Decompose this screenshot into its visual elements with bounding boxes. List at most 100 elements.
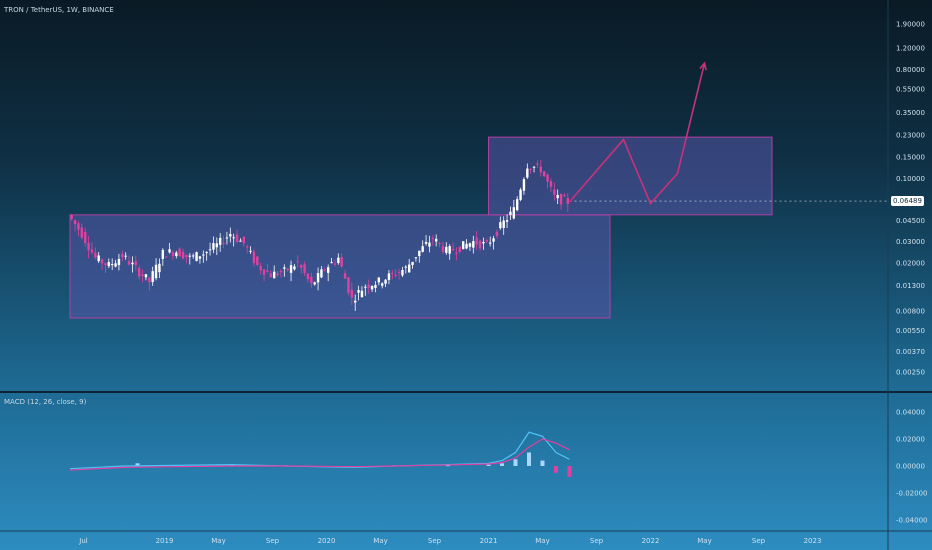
candle-body <box>235 234 239 242</box>
candle-body <box>374 284 377 288</box>
candle-body <box>465 243 468 249</box>
price-tick-label: 0.10000 <box>896 175 925 183</box>
candle-body <box>252 251 256 264</box>
candle-body <box>458 246 462 253</box>
candle-body <box>114 263 117 267</box>
candle-body <box>110 264 114 266</box>
candle-body <box>380 283 384 286</box>
candle-body <box>80 227 84 238</box>
candle-body <box>171 252 175 257</box>
candle-body <box>499 222 502 229</box>
macd-histogram-bar <box>513 459 518 466</box>
candle-body <box>539 166 543 173</box>
candle-body <box>434 238 438 242</box>
candle-body <box>495 231 499 237</box>
candle-body <box>330 262 333 264</box>
projection-arrowhead[interactable] <box>699 61 707 71</box>
candle-body <box>198 256 202 259</box>
macd-histogram-bar <box>486 464 491 466</box>
candle-body <box>178 248 181 257</box>
candle-body <box>310 276 313 284</box>
candle-body <box>87 242 90 251</box>
candle-body <box>401 270 404 276</box>
candle-body <box>357 290 360 293</box>
candle-body <box>269 273 273 278</box>
candle-body <box>438 242 441 244</box>
candle-body <box>445 246 448 253</box>
macd-tick-label: -0.02000 <box>896 490 927 498</box>
time-tick-label: 2021 <box>480 537 498 545</box>
macd-histogram-bar <box>540 460 545 466</box>
candle-body <box>424 241 428 244</box>
macd-histogram-bar <box>567 466 572 477</box>
candle-body <box>320 269 323 278</box>
candle-body <box>212 243 215 250</box>
price-tick-label: 1.90000 <box>896 21 925 29</box>
price-tick-label: 1.20000 <box>896 45 925 53</box>
range-boxes[interactable] <box>69 136 773 319</box>
candle-body <box>340 257 343 267</box>
candle-body <box>121 253 124 258</box>
price-tick-label: 0.03000 <box>896 238 925 246</box>
price-tick-label: 0.55000 <box>896 86 925 94</box>
candle-body <box>397 271 401 273</box>
candle-body <box>323 269 327 271</box>
candle-body <box>347 277 350 293</box>
macd-axis[interactable]: 0.04000 0.02000 0.00000 -0.02000 -0.04000 <box>896 409 927 525</box>
time-tick-label: 2019 <box>156 537 174 545</box>
projection-arrow[interactable] <box>568 61 707 206</box>
candle-body <box>441 245 445 252</box>
candle-body <box>131 262 134 265</box>
macd-tick-label: 0.00000 <box>896 463 925 471</box>
candle-body <box>104 263 107 266</box>
candle-body <box>272 271 276 279</box>
candle-body <box>202 254 205 256</box>
chart-title: TRON / TetherUS, 1W, BINANCE <box>4 6 114 14</box>
price-axis[interactable]: 1.90000 1.20000 0.80000 0.55000 0.35000 0.230… <box>896 21 925 377</box>
candle-body <box>478 240 482 249</box>
candle-body <box>472 241 475 248</box>
candle-body <box>144 274 148 278</box>
candle-body <box>262 269 266 275</box>
candle-body <box>515 199 519 211</box>
candle-body <box>502 220 505 229</box>
candle-body <box>566 198 570 205</box>
candle-body <box>512 207 516 219</box>
candle-body <box>148 277 151 283</box>
candle-body <box>154 264 158 279</box>
price-tick-label: 0.80000 <box>896 66 925 74</box>
candle-body <box>293 266 296 270</box>
candle-body <box>168 249 171 253</box>
upper-box[interactable] <box>488 136 773 216</box>
candle-body <box>536 163 539 165</box>
candle-body <box>394 274 397 276</box>
candle-body <box>215 243 219 248</box>
candle-body <box>461 241 465 250</box>
candle-body <box>239 240 242 242</box>
macd-tick-label: 0.04000 <box>896 409 925 417</box>
accumulation-box[interactable] <box>69 214 611 319</box>
candle-body <box>97 255 100 262</box>
candle-body <box>559 194 563 205</box>
projection-path[interactable] <box>568 63 706 206</box>
candle-body <box>195 252 198 261</box>
candle-body <box>542 171 546 177</box>
candle-body <box>360 290 364 298</box>
macd-histogram-bar <box>446 465 450 467</box>
current-price-tag: 0.06489 <box>891 196 924 206</box>
candle-body <box>414 257 418 259</box>
time-tick-label: May <box>697 537 711 545</box>
candle-body <box>384 279 387 284</box>
candle-body <box>509 211 512 216</box>
candle-body <box>242 236 246 244</box>
candle-body <box>83 231 87 243</box>
candle-body <box>391 272 394 274</box>
candle-body <box>364 286 367 288</box>
candle-body <box>259 265 262 271</box>
candle-body <box>353 300 357 303</box>
candle-body <box>451 248 455 251</box>
price-tick-label: 0.23000 <box>896 131 925 139</box>
candle-body <box>370 286 374 290</box>
time-axis[interactable]: Jul 2019 May Sep 2020 May Sep 2021 May Sep 2022 May… <box>78 537 821 545</box>
candle-body <box>505 220 509 222</box>
